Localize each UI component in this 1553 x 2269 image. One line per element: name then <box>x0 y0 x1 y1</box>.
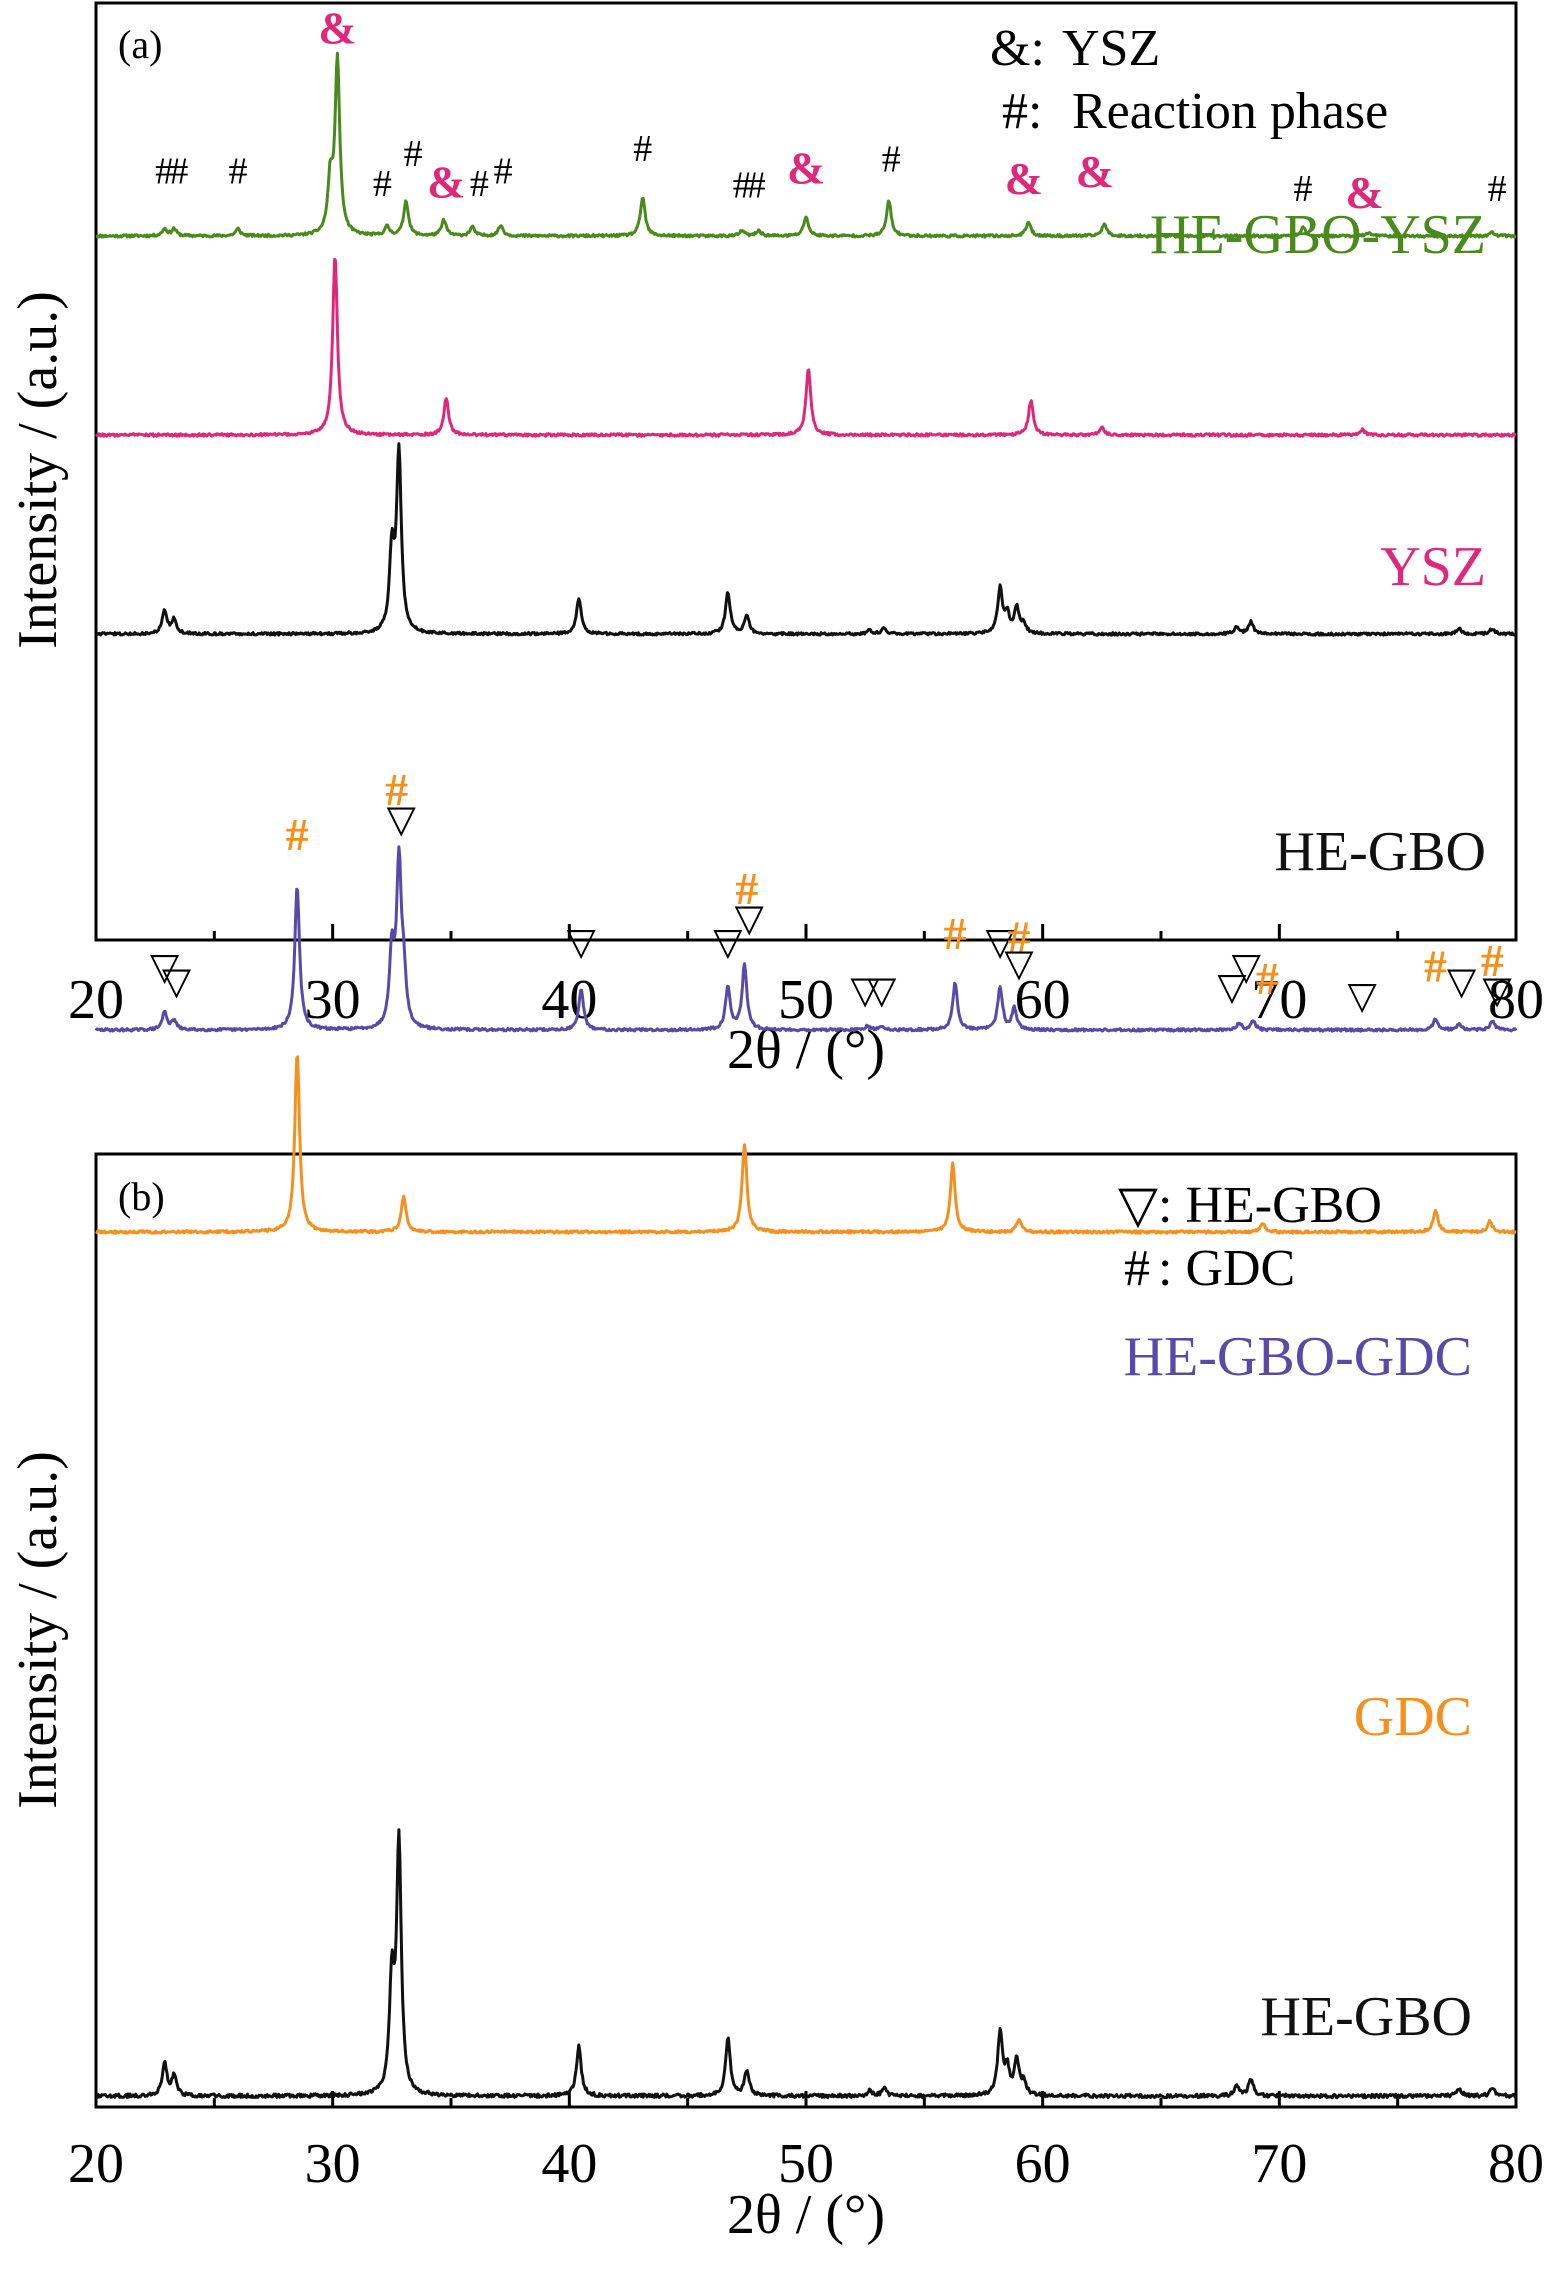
panel-a-legend-ysz-symbol: &: <box>990 20 1045 77</box>
panel-a-series-label-ysz: YSZ <box>1380 536 1486 598</box>
panel-b-peak-marker: ▽ <box>1447 961 1477 1003</box>
panel-a-peak-marker: & <box>1076 146 1114 197</box>
panel-b-peak-marker: # <box>944 908 967 959</box>
panel-a-x-tick-label-60: 60 <box>1015 969 1071 1031</box>
panel-b-peak-marker: ▽ <box>867 970 897 1012</box>
panel-b-peak-marker: ▽ <box>735 898 765 940</box>
panel-b-label: (b) <box>118 1174 165 1219</box>
panel-a-peak-marker: # <box>633 128 652 170</box>
panel-b-peak-marker: ▽ <box>567 921 597 963</box>
panel-b-x-tick-label-20: 20 <box>68 2133 124 2195</box>
panel-a-series-label-he-gbo-ysz: HE-GBO-YSZ <box>1150 204 1486 266</box>
panel-b-peak-marker: ▽ <box>1482 970 1512 1012</box>
panel-b-peak-marker: # <box>385 764 408 815</box>
panel-a-ticks: 20 30 40 50 60 70 80 <box>68 924 1544 1031</box>
panel-a-legend-reaction-symbol: #: <box>1002 83 1042 140</box>
panel-b-peak-marker: # <box>286 809 309 860</box>
panel-b-x-tick-label-40: 40 <box>541 2133 597 2195</box>
panel-a-trace-he-gbo-ysz <box>95 51 1517 239</box>
panel-b-peak-marker: # <box>1008 912 1031 963</box>
panel-a-traces <box>94 51 1517 637</box>
panel-b-peak-marker: ▽ <box>162 961 192 1003</box>
panel-b-legend-hegbo-symbol: ▽ <box>1118 1177 1158 1234</box>
panel-a-peak-marker: & <box>787 143 825 194</box>
panel-a-peak-marker: # <box>229 151 248 193</box>
panel-a-peak-marker: # <box>747 165 766 207</box>
panel-b-peak-marker: ▽ <box>1217 966 1247 1008</box>
panel-a-peak-marker: & <box>318 3 356 54</box>
panel-a-peak-marker: # <box>470 163 489 205</box>
panel-b-peak-marker: ▽ <box>1004 943 1034 985</box>
panel-a-x-tick-label-20: 20 <box>68 969 124 1031</box>
panel-b-markers: ▽▽##▽▽ ▽#▽▽▽# ▽#▽▽▽# ▽# ▽ #▽ <box>150 764 1512 1017</box>
panel-a-series-label-he-gbo: HE-GBO <box>1274 821 1486 883</box>
panel-b-x-tick-label-30: 30 <box>305 2133 361 2195</box>
panel-a-markers: ## #&##& # #### & # & & # & # <box>155 3 1506 219</box>
panel-b-legend-hegbo-text: : HE-GBO <box>1158 1177 1382 1234</box>
panel-b-frame <box>94 1152 1518 2109</box>
panel-b-peak-marker: ▽ <box>1348 975 1378 1017</box>
panel-b-legend-gdc-text: : GDC <box>1158 1240 1295 1297</box>
panel-a-x-tick-label-80: 80 <box>1488 969 1544 1031</box>
panel-a-peak-marker: # <box>1294 168 1313 210</box>
panel-b-trace-he-gbo <box>95 1828 1518 2100</box>
panel-b-series-label-he-gbo-gdc: HE-GBO-GDC <box>1124 1326 1472 1388</box>
panel-b-x-tick-label-80: 80 <box>1488 2133 1544 2195</box>
panel-a-x-tick-label-50: 50 <box>778 969 834 1031</box>
panel-b-peak-marker: ▽ <box>713 921 743 963</box>
panel-b-peak-marker: # <box>1256 953 1279 1004</box>
panel-a-trace-ysz <box>94 257 1517 438</box>
panel-b-x-axis-title: 2θ / (°) <box>727 2184 885 2246</box>
panel-a-peak-marker: # <box>373 163 392 205</box>
panel-b-peak-marker: # <box>735 863 758 914</box>
panel-b-peak-marker: # <box>1481 935 1504 986</box>
panel-b-series-label-gdc: GDC <box>1354 1686 1472 1748</box>
panel-a-peak-marker: & <box>1005 153 1043 204</box>
panel-a-legend-reaction-text: Reaction phase <box>1072 83 1388 140</box>
panel-a-y-axis-title: Intensity / (a.u.) <box>7 291 69 649</box>
panel-a-peak-marker: # <box>404 133 423 175</box>
panel-b-x-tick-label-50: 50 <box>778 2133 834 2195</box>
panel-a-peak-marker: # <box>733 165 752 207</box>
panel-b-peak-marker: # <box>1424 940 1447 991</box>
panel-b-series-label-he-gbo: HE-GBO <box>1260 1986 1472 2048</box>
panel-a-label: (a) <box>118 22 162 67</box>
panel-b-traces <box>94 845 1518 2100</box>
panel-b-peak-marker: ▽ <box>150 947 180 989</box>
panel-a: 20 30 40 50 60 70 80 ## #&##& # #### & # & & # & # (a) &… <box>7 1 1544 1081</box>
panel-a-legend-ysz-text: YSZ <box>1062 20 1160 77</box>
panel-b-trace-gdc <box>95 1055 1517 1235</box>
panel-b: 20 30 40 50 60 70 80 ▽▽##▽▽ ▽#▽▽▽# ▽#▽▽▽# ▽# ▽ #▽ (… <box>7 764 1544 2246</box>
panel-b-y-axis-title: Intensity / (a.u.) <box>7 1451 69 1809</box>
panel-a-x-tick-label-40: 40 <box>541 969 597 1031</box>
panel-a-trace-he-gbo <box>94 442 1517 637</box>
panel-a-x-tick-label-70: 70 <box>1251 969 1307 1031</box>
panel-a-x-tick-label-30: 30 <box>305 969 361 1031</box>
panel-a-peak-marker: # <box>155 151 174 193</box>
panel-b-trace-he-gbo-gdc <box>94 845 1518 1033</box>
panel-a-peak-marker: # <box>882 138 901 180</box>
panel-a-peak-marker: # <box>494 151 513 193</box>
panel-b-peak-marker: ▽ <box>985 921 1015 963</box>
panel-b-ticks: 20 30 40 50 60 70 80 <box>68 2091 1544 2195</box>
panel-b-x-tick-label-60: 60 <box>1015 2133 1071 2195</box>
panel-a-peak-marker: # <box>1488 168 1507 210</box>
panel-b-peak-marker: ▽ <box>1232 947 1262 989</box>
panel-a-peak-marker: # <box>169 151 188 193</box>
panel-a-peak-marker: & <box>427 157 465 208</box>
panel-a-peak-marker: & <box>1345 167 1383 218</box>
panel-b-peak-marker: ▽ <box>851 970 881 1012</box>
panel-b-legend-gdc-symbol: # <box>1124 1240 1150 1297</box>
panel-b-peak-marker: ▽ <box>387 799 417 841</box>
panel-b-x-tick-label-70: 70 <box>1251 2133 1307 2195</box>
